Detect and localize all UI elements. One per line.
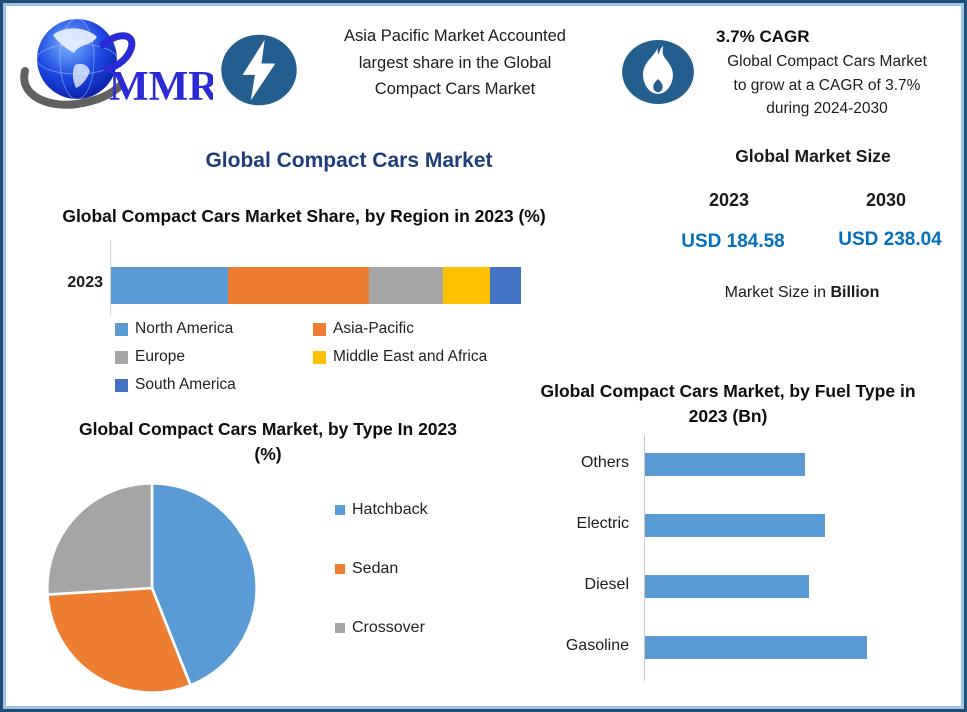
region-bar — [111, 267, 521, 304]
region-chart-title: Global Compact Cars Market Share, by Reg… — [62, 206, 546, 226]
fuel-chart-title: Global Compact Cars Market, by Fuel Type… — [540, 381, 916, 427]
legend-swatch-icon — [115, 378, 128, 392]
region-bar-segment-north-america — [111, 267, 228, 304]
page-title: Global Compact Cars Market — [205, 149, 493, 172]
pie-slice-crossover — [45, 481, 154, 596]
region-legend: North America Asia-Pacific Europe Middle Ea… — [115, 320, 567, 394]
legend-label: Europe — [135, 348, 185, 365]
globe-logo-icon: MMR — [20, 18, 213, 110]
pie-legend-item-sedan: Sedan — [335, 560, 428, 578]
fuel-category-label-gasoline: Gasoline — [565, 637, 629, 654]
region-legend-item-south-america: South America — [115, 376, 313, 394]
pie-legend-item-hatchback: Hatchback — [335, 501, 428, 519]
type-pie-legend: Hatchback Sedan Crossover — [335, 501, 428, 637]
headline-banner: Asia Pacific Market Accounted largest sh… — [344, 27, 566, 99]
legend-label: Crossover — [352, 619, 425, 636]
legend-label: North America — [135, 320, 234, 337]
region-legend-item-north-america: North America — [115, 320, 313, 338]
region-bar-segment-asia-pacific — [227, 267, 370, 304]
region-bar-segment-middle-east-and-africa — [443, 267, 491, 304]
pie-slice-sedan — [46, 586, 192, 695]
fuel-category-label-electric: Electric — [576, 515, 629, 532]
legend-swatch-icon — [115, 322, 128, 336]
pie-legend-item-crossover: Crossover — [335, 619, 428, 637]
market-size-value-2030: USD 238.04 — [838, 229, 942, 250]
legend-label: Asia-Pacific — [333, 320, 414, 337]
legend-swatch-icon — [313, 350, 326, 364]
market-size-value-2023: USD 184.58 — [681, 231, 785, 252]
region-chart-axis-line — [110, 240, 111, 316]
region-legend-item-middle-east-and-africa: Middle East and Africa — [313, 348, 567, 366]
legend-label: Middle East and Africa — [333, 348, 488, 365]
legend-swatch-icon — [335, 505, 345, 515]
market-size-year-2023: 2023 — [708, 190, 750, 210]
fuel-bar-others — [645, 453, 805, 476]
region-legend-item-asia-pacific: Asia-Pacific — [313, 320, 567, 338]
region-chart-category-label: 2023 — [67, 274, 103, 291]
fuel-bar-gasoline — [645, 636, 867, 659]
fuel-bar-electric — [645, 514, 825, 537]
type-pie-title: Global Compact Cars Market, by Type In 2… — [79, 419, 457, 465]
market-size-title: Global Market Size — [735, 146, 891, 166]
cagr-title: 3.7% CAGR — [716, 27, 810, 46]
fuel-category-label-diesel: Diesel — [584, 576, 629, 593]
market-size-note-unit: Billion — [830, 284, 880, 301]
fuel-chart-axis-line — [644, 435, 645, 681]
region-legend-item-europe: Europe — [115, 348, 313, 366]
legend-swatch-icon — [335, 623, 345, 633]
legend-swatch-icon — [335, 564, 345, 574]
market-size-note: Market Size in Billion — [652, 284, 952, 302]
legend-label: Sedan — [352, 560, 399, 577]
pie-slice-hatchback — [150, 481, 258, 687]
market-size-year-2030: 2030 — [865, 190, 907, 210]
region-bar-segment-south-america — [490, 267, 521, 304]
cagr-body: Global Compact Cars Market to grow at a … — [727, 53, 927, 118]
lightning-icon — [221, 34, 297, 106]
legend-swatch-icon — [313, 322, 326, 336]
fuel-category-label-others: Others — [580, 454, 629, 471]
legend-label: South America — [135, 376, 236, 393]
type-pie-chart — [45, 481, 258, 695]
legend-swatch-icon — [115, 350, 128, 364]
region-bar-segment-europe — [369, 267, 444, 304]
logo-text: MMR — [109, 64, 213, 110]
market-size-note-prefix: Market Size in — [724, 284, 831, 301]
fuel-bar-diesel — [645, 575, 809, 598]
legend-label: Hatchback — [352, 501, 428, 518]
cagr-block: 3.7% CAGR Global Compact Cars Market to … — [698, 27, 956, 121]
flame-icon — [622, 40, 694, 104]
